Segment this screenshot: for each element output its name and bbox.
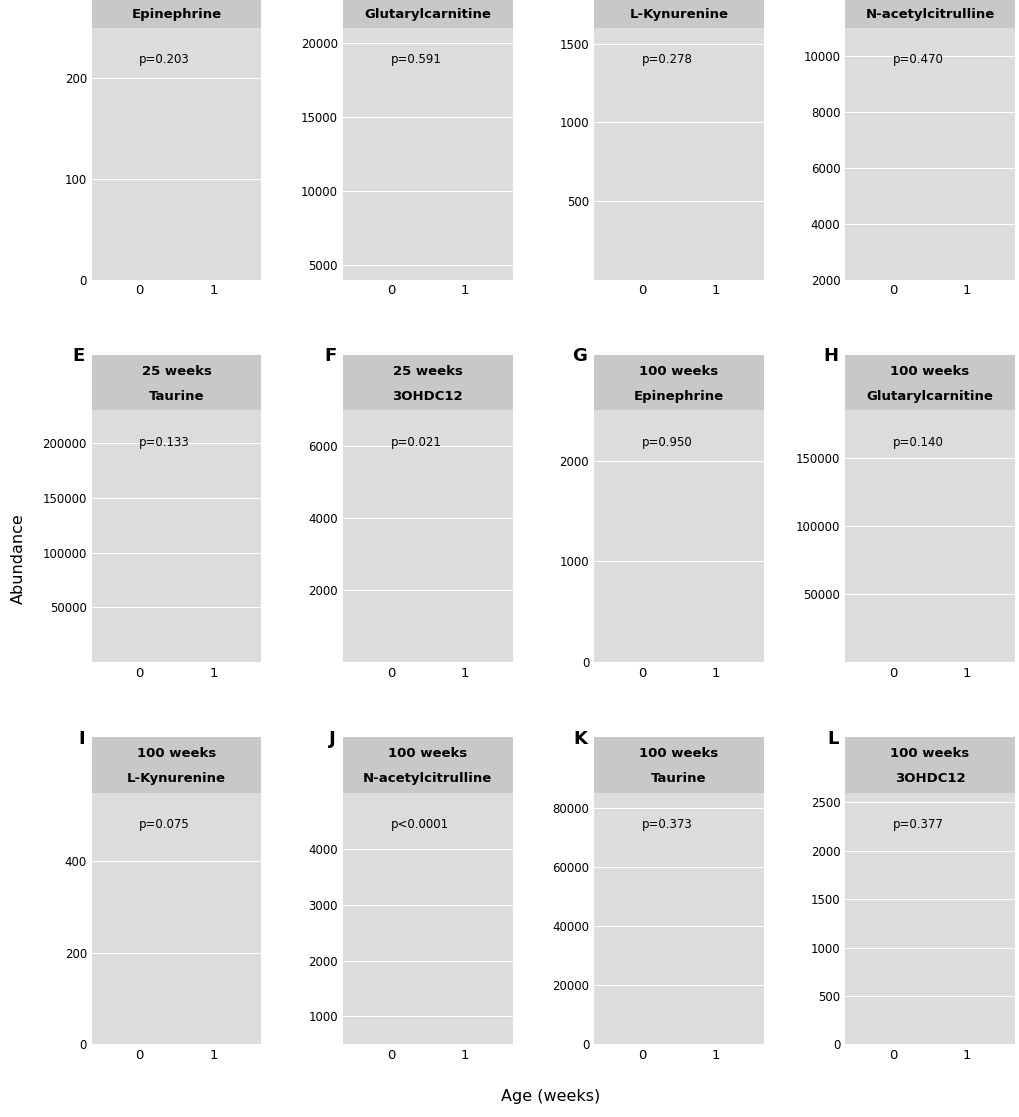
Text: L-Kynurenine: L-Kynurenine <box>127 773 226 785</box>
Text: 25 weeks: 25 weeks <box>392 365 463 378</box>
Text: F: F <box>324 347 336 365</box>
Text: p=0.278: p=0.278 <box>641 54 692 66</box>
Bar <box>845 0 1014 28</box>
Text: 3OHDC12: 3OHDC12 <box>392 390 463 403</box>
Text: Taurine: Taurine <box>650 773 706 785</box>
Text: 100 weeks: 100 weeks <box>639 747 717 761</box>
Bar <box>92 737 261 793</box>
Text: p=0.470: p=0.470 <box>892 54 943 66</box>
Text: 100 weeks: 100 weeks <box>890 747 969 761</box>
Text: 100 weeks: 100 weeks <box>137 747 216 761</box>
Bar <box>342 737 513 793</box>
Text: E: E <box>72 347 85 365</box>
Text: N-acetylcitrulline: N-acetylcitrulline <box>363 773 492 785</box>
Bar <box>845 355 1014 410</box>
Text: I: I <box>78 729 85 747</box>
Text: 100 weeks: 100 weeks <box>639 365 717 378</box>
Text: J: J <box>329 729 336 747</box>
Text: L: L <box>826 729 838 747</box>
Text: p=0.591: p=0.591 <box>390 54 441 66</box>
Text: G: G <box>572 347 587 365</box>
Text: Glutarylcarnitine: Glutarylcarnitine <box>364 8 491 20</box>
Text: L-Kynurenine: L-Kynurenine <box>629 8 728 20</box>
Text: 3OHDC12: 3OHDC12 <box>894 773 964 785</box>
Text: N-acetylcitrulline: N-acetylcitrulline <box>864 8 994 20</box>
Text: Epinephrine: Epinephrine <box>131 8 221 20</box>
Text: 100 weeks: 100 weeks <box>890 365 969 378</box>
Text: p=0.140: p=0.140 <box>892 436 943 449</box>
Text: p=0.377: p=0.377 <box>892 818 943 831</box>
Text: p=0.075: p=0.075 <box>140 818 190 831</box>
Text: K: K <box>573 729 587 747</box>
Bar <box>593 737 763 793</box>
Text: p=0.950: p=0.950 <box>641 436 692 449</box>
Text: Abundance: Abundance <box>11 513 25 604</box>
Bar <box>92 355 261 410</box>
Bar <box>845 737 1014 793</box>
Text: p=0.133: p=0.133 <box>140 436 190 449</box>
Text: Taurine: Taurine <box>149 390 204 403</box>
Text: H: H <box>822 347 838 365</box>
Text: 100 weeks: 100 weeks <box>388 747 467 761</box>
Text: 25 weeks: 25 weeks <box>142 365 211 378</box>
Bar <box>593 0 763 28</box>
Text: Age (weeks): Age (weeks) <box>500 1089 600 1105</box>
Bar <box>342 355 513 410</box>
Text: p<0.0001: p<0.0001 <box>390 818 448 831</box>
Bar <box>342 0 513 28</box>
Text: p=0.373: p=0.373 <box>641 818 692 831</box>
Text: Epinephrine: Epinephrine <box>633 390 723 403</box>
Bar <box>92 0 261 28</box>
Bar <box>593 355 763 410</box>
Text: p=0.203: p=0.203 <box>140 54 190 66</box>
Text: p=0.021: p=0.021 <box>390 436 441 449</box>
Text: Glutarylcarnitine: Glutarylcarnitine <box>866 390 993 403</box>
